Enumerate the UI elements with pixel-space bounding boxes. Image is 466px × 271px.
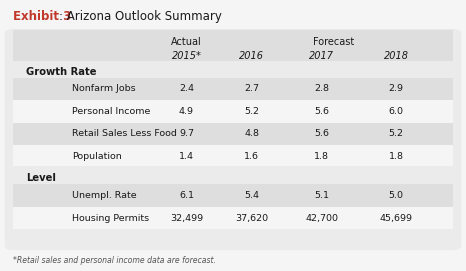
Text: 32,499: 32,499 bbox=[170, 214, 203, 223]
Text: Housing Permits: Housing Permits bbox=[72, 214, 150, 223]
Text: Unempl. Rate: Unempl. Rate bbox=[72, 191, 137, 200]
Text: Exhibit 3: Exhibit 3 bbox=[13, 10, 71, 23]
Text: Forecast: Forecast bbox=[313, 37, 354, 47]
Text: 5.2: 5.2 bbox=[244, 107, 259, 116]
Text: Level: Level bbox=[26, 173, 55, 182]
FancyBboxPatch shape bbox=[13, 100, 453, 122]
Text: 2018: 2018 bbox=[384, 51, 409, 60]
Text: 5.2: 5.2 bbox=[389, 129, 404, 138]
Text: 5.6: 5.6 bbox=[314, 129, 329, 138]
FancyBboxPatch shape bbox=[5, 29, 461, 250]
Text: : Arizona Outlook Summary: : Arizona Outlook Summary bbox=[59, 10, 222, 23]
Text: 2.8: 2.8 bbox=[314, 84, 329, 93]
FancyBboxPatch shape bbox=[13, 61, 453, 83]
FancyBboxPatch shape bbox=[13, 207, 453, 229]
FancyBboxPatch shape bbox=[13, 166, 453, 189]
Text: Personal Income: Personal Income bbox=[72, 107, 151, 116]
Text: 9.7: 9.7 bbox=[179, 129, 194, 138]
Text: 6.0: 6.0 bbox=[389, 107, 404, 116]
Text: 1.8: 1.8 bbox=[314, 152, 329, 161]
Text: 42,700: 42,700 bbox=[305, 214, 338, 223]
Text: 5.1: 5.1 bbox=[314, 191, 329, 200]
FancyBboxPatch shape bbox=[13, 30, 453, 67]
FancyBboxPatch shape bbox=[13, 78, 453, 100]
Text: 4.8: 4.8 bbox=[244, 129, 259, 138]
Text: 2.4: 2.4 bbox=[179, 84, 194, 93]
Text: 6.1: 6.1 bbox=[179, 191, 194, 200]
Text: 1.8: 1.8 bbox=[389, 152, 404, 161]
Text: Retail Sales Less Food: Retail Sales Less Food bbox=[72, 129, 177, 138]
Text: 5.0: 5.0 bbox=[389, 191, 404, 200]
FancyBboxPatch shape bbox=[13, 145, 453, 167]
Text: 45,699: 45,699 bbox=[380, 214, 412, 223]
Text: 2017: 2017 bbox=[309, 51, 334, 60]
Text: 5.4: 5.4 bbox=[244, 191, 259, 200]
Text: 1.6: 1.6 bbox=[244, 152, 259, 161]
Text: Actual: Actual bbox=[171, 37, 202, 47]
Text: 5.6: 5.6 bbox=[314, 107, 329, 116]
FancyBboxPatch shape bbox=[13, 184, 453, 207]
Text: Population: Population bbox=[72, 152, 122, 161]
Text: *Retail sales and personal income data are forecast.: *Retail sales and personal income data a… bbox=[13, 256, 216, 265]
Text: 4.9: 4.9 bbox=[179, 107, 194, 116]
Text: 2016: 2016 bbox=[239, 51, 264, 60]
Text: 2015*: 2015* bbox=[171, 51, 201, 60]
Text: 37,620: 37,620 bbox=[235, 214, 268, 223]
Text: 1.4: 1.4 bbox=[179, 152, 194, 161]
Text: Growth Rate: Growth Rate bbox=[26, 67, 96, 77]
Text: 2.7: 2.7 bbox=[244, 84, 259, 93]
FancyBboxPatch shape bbox=[13, 122, 453, 145]
Text: 2.9: 2.9 bbox=[389, 84, 404, 93]
Text: Nonfarm Jobs: Nonfarm Jobs bbox=[72, 84, 136, 93]
